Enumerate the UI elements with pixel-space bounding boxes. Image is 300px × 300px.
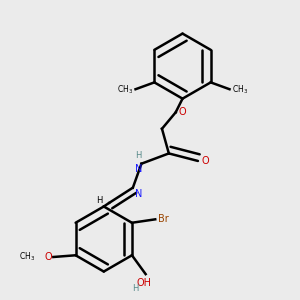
Text: N: N bbox=[135, 164, 142, 174]
Text: O: O bbox=[178, 107, 186, 117]
Text: O: O bbox=[201, 156, 209, 166]
Text: CH$_3$: CH$_3$ bbox=[19, 251, 35, 263]
Text: O: O bbox=[44, 252, 52, 262]
Text: Br: Br bbox=[158, 214, 168, 224]
Text: H: H bbox=[136, 151, 142, 160]
Text: OH: OH bbox=[136, 278, 152, 287]
Text: CH$_3$: CH$_3$ bbox=[117, 84, 133, 96]
Text: H: H bbox=[132, 284, 139, 293]
Text: N: N bbox=[135, 189, 142, 200]
Text: H: H bbox=[96, 196, 103, 205]
Text: CH$_3$: CH$_3$ bbox=[232, 84, 248, 96]
